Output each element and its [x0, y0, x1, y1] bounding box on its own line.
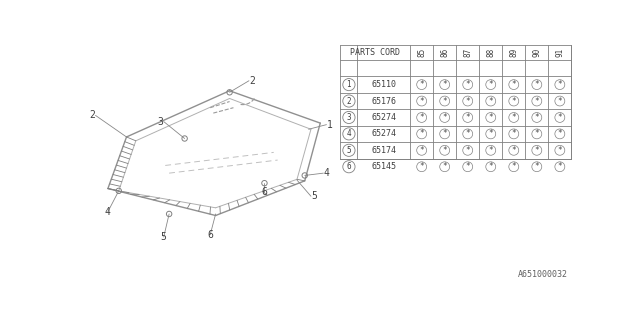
Text: *: *: [442, 146, 447, 155]
Text: *: *: [557, 113, 562, 122]
Text: *: *: [511, 146, 516, 155]
Text: *: *: [534, 146, 539, 155]
Text: *: *: [488, 97, 493, 106]
Text: 2: 2: [347, 97, 351, 106]
Bar: [340, 44, 572, 158]
Text: 6: 6: [347, 162, 351, 171]
Text: *: *: [465, 80, 470, 89]
Text: *: *: [419, 97, 424, 106]
Text: 2: 2: [90, 110, 95, 120]
Text: *: *: [557, 97, 562, 106]
Text: *: *: [557, 129, 562, 138]
Text: *: *: [465, 113, 470, 122]
Text: *: *: [511, 80, 516, 89]
Text: 3: 3: [158, 116, 164, 126]
Text: *: *: [465, 97, 470, 106]
Text: A651000032: A651000032: [518, 270, 568, 279]
Text: 1: 1: [347, 80, 351, 89]
Text: *: *: [419, 162, 424, 171]
Text: *: *: [419, 146, 424, 155]
Text: 65176: 65176: [371, 97, 396, 106]
Text: *: *: [465, 146, 470, 155]
Text: 65145: 65145: [371, 162, 396, 171]
Text: *: *: [419, 80, 424, 89]
Text: *: *: [557, 146, 562, 155]
Text: 6: 6: [262, 188, 268, 197]
Text: 1: 1: [326, 120, 332, 130]
Text: PARTS CORD: PARTS CORD: [350, 48, 400, 57]
Text: 4: 4: [105, 207, 111, 217]
Text: *: *: [488, 113, 493, 122]
Text: *: *: [511, 97, 516, 106]
Text: 5: 5: [347, 146, 351, 155]
Text: *: *: [465, 162, 470, 171]
Text: 87: 87: [463, 48, 472, 57]
Text: *: *: [511, 129, 516, 138]
Text: *: *: [534, 97, 539, 106]
Text: *: *: [557, 162, 562, 171]
Text: 4: 4: [347, 129, 351, 138]
Text: *: *: [442, 162, 447, 171]
Text: 89: 89: [509, 48, 518, 57]
Text: *: *: [442, 113, 447, 122]
Text: 65274: 65274: [371, 113, 396, 122]
Text: 3: 3: [347, 113, 351, 122]
Text: *: *: [534, 129, 539, 138]
Text: *: *: [419, 113, 424, 122]
Text: *: *: [442, 129, 447, 138]
Text: 85: 85: [417, 48, 426, 57]
Text: *: *: [465, 129, 470, 138]
Text: *: *: [511, 162, 516, 171]
Text: 88: 88: [486, 48, 495, 57]
Text: *: *: [488, 162, 493, 171]
Text: *: *: [534, 162, 539, 171]
Text: *: *: [488, 146, 493, 155]
Text: *: *: [419, 129, 424, 138]
Text: 2: 2: [249, 76, 255, 86]
Text: 5: 5: [311, 191, 317, 201]
Text: 86: 86: [440, 48, 449, 57]
Text: *: *: [488, 129, 493, 138]
Text: 5: 5: [161, 232, 166, 242]
Text: 65274: 65274: [371, 129, 396, 138]
Text: 65110: 65110: [371, 80, 396, 89]
Text: *: *: [534, 80, 539, 89]
Text: *: *: [557, 80, 562, 89]
Text: 65174: 65174: [371, 146, 396, 155]
Text: *: *: [488, 80, 493, 89]
Text: 6: 6: [207, 230, 213, 240]
Text: *: *: [442, 97, 447, 106]
Text: 90: 90: [532, 48, 541, 57]
Text: *: *: [511, 113, 516, 122]
Text: 4: 4: [323, 168, 329, 178]
Text: *: *: [534, 113, 539, 122]
Text: *: *: [442, 80, 447, 89]
Text: 91: 91: [556, 48, 564, 57]
